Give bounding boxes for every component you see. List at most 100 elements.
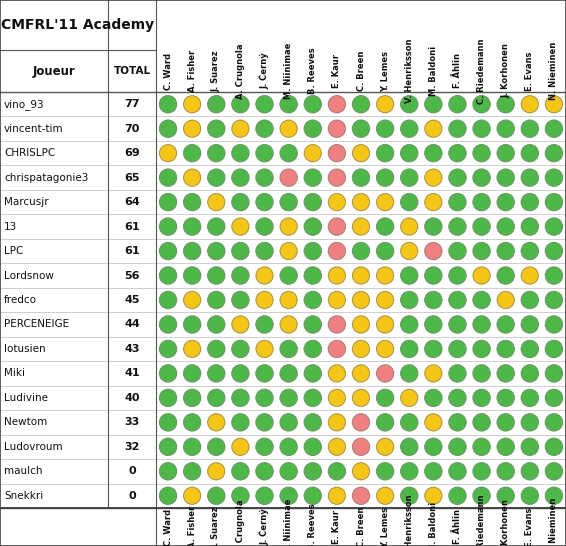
Text: 43: 43 [125, 344, 140, 354]
Circle shape [160, 438, 177, 455]
Circle shape [376, 120, 393, 137]
Text: E. Kaur: E. Kaur [332, 54, 341, 88]
Circle shape [376, 487, 393, 505]
Circle shape [160, 389, 177, 406]
Text: E. Evans: E. Evans [525, 51, 534, 91]
Circle shape [473, 218, 490, 235]
Circle shape [401, 341, 418, 358]
Text: 61: 61 [124, 246, 140, 256]
Circle shape [280, 194, 297, 211]
Circle shape [280, 316, 297, 333]
Circle shape [160, 365, 177, 382]
Circle shape [449, 414, 466, 431]
Circle shape [160, 341, 177, 358]
Circle shape [473, 96, 490, 112]
Circle shape [353, 438, 370, 455]
Text: J. Černý: J. Černý [259, 52, 270, 90]
Text: chrispatagonie3: chrispatagonie3 [4, 173, 88, 183]
Circle shape [546, 242, 563, 259]
Circle shape [305, 414, 321, 431]
Circle shape [353, 316, 370, 333]
Circle shape [184, 145, 201, 162]
Circle shape [521, 341, 538, 358]
Circle shape [232, 218, 249, 235]
Circle shape [184, 463, 201, 480]
Circle shape [376, 218, 393, 235]
Circle shape [280, 218, 297, 235]
Circle shape [256, 316, 273, 333]
Circle shape [521, 145, 538, 162]
Circle shape [449, 218, 466, 235]
Circle shape [328, 96, 345, 112]
Circle shape [232, 96, 249, 112]
Circle shape [256, 96, 273, 112]
Circle shape [305, 194, 321, 211]
Circle shape [328, 365, 345, 382]
Circle shape [449, 389, 466, 406]
Circle shape [473, 414, 490, 431]
Circle shape [256, 389, 273, 406]
Circle shape [425, 194, 442, 211]
Circle shape [328, 341, 345, 358]
Circle shape [401, 389, 418, 406]
Text: J. Suarez: J. Suarez [212, 506, 221, 546]
Text: N. Nieminen: N. Nieminen [550, 498, 559, 546]
Text: F. Åhlin: F. Åhlin [453, 509, 462, 544]
Circle shape [497, 145, 514, 162]
Circle shape [232, 487, 249, 505]
Circle shape [256, 463, 273, 480]
Circle shape [184, 120, 201, 137]
Text: Snekkri: Snekkri [4, 491, 43, 501]
Circle shape [497, 463, 514, 480]
Circle shape [280, 145, 297, 162]
Circle shape [521, 292, 538, 308]
Circle shape [425, 120, 442, 137]
Circle shape [376, 341, 393, 358]
Circle shape [449, 341, 466, 358]
Text: 44: 44 [124, 319, 140, 329]
Circle shape [160, 120, 177, 137]
Circle shape [353, 194, 370, 211]
Circle shape [401, 414, 418, 431]
Circle shape [546, 267, 563, 284]
Text: maulch: maulch [4, 466, 42, 476]
Circle shape [449, 365, 466, 382]
Text: 33: 33 [125, 417, 140, 428]
Circle shape [353, 414, 370, 431]
Circle shape [328, 389, 345, 406]
Circle shape [353, 389, 370, 406]
Circle shape [449, 267, 466, 284]
Text: 13: 13 [4, 222, 17, 232]
Circle shape [160, 145, 177, 162]
Circle shape [232, 463, 249, 480]
Circle shape [425, 365, 442, 382]
Circle shape [184, 242, 201, 259]
Text: PERCENEIGE: PERCENEIGE [4, 319, 69, 329]
Text: J. Korhonen: J. Korhonen [501, 44, 510, 98]
Circle shape [546, 414, 563, 431]
Text: lotusien: lotusien [4, 344, 46, 354]
Circle shape [280, 463, 297, 480]
Circle shape [160, 96, 177, 112]
Text: Miki: Miki [4, 369, 25, 378]
Circle shape [160, 463, 177, 480]
Circle shape [208, 169, 225, 186]
Circle shape [376, 96, 393, 112]
Circle shape [401, 267, 418, 284]
Circle shape [232, 267, 249, 284]
Circle shape [328, 120, 345, 137]
Circle shape [546, 194, 563, 211]
Circle shape [232, 316, 249, 333]
Circle shape [449, 438, 466, 455]
Text: vincent-tim: vincent-tim [4, 124, 63, 134]
Circle shape [521, 242, 538, 259]
Circle shape [328, 242, 345, 259]
Circle shape [256, 292, 273, 308]
Circle shape [473, 292, 490, 308]
Circle shape [425, 389, 442, 406]
Circle shape [449, 292, 466, 308]
Circle shape [401, 292, 418, 308]
Circle shape [208, 194, 225, 211]
Circle shape [232, 414, 249, 431]
Circle shape [353, 292, 370, 308]
